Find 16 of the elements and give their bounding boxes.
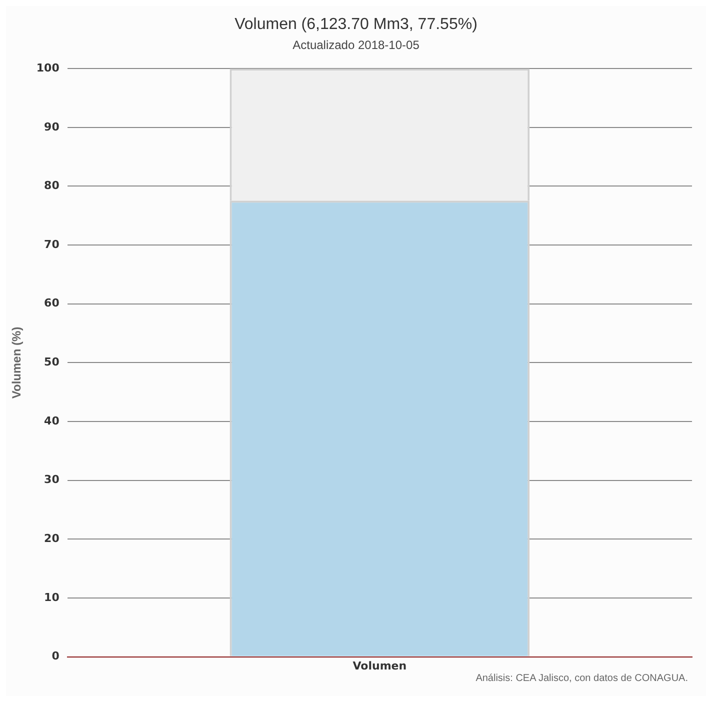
- x-tick-label: Volumen: [352, 659, 407, 672]
- y-tick-label: 70: [44, 238, 60, 251]
- y-axis-title: Volumen (%): [10, 326, 24, 399]
- y-tick-label: 10: [44, 590, 60, 604]
- chart-subtitle: Actualizado 2018-10-05: [292, 38, 420, 52]
- y-tick-label: 20: [44, 532, 60, 546]
- chart-title: Volumen (6,123.70 Mm3, 77.55%): [234, 16, 478, 34]
- y-tick-label: 80: [44, 179, 60, 192]
- text: Análisis: CEA Jalisco, con datos de CONAGUA.: [476, 673, 688, 684]
- y-tick-label: 30: [44, 473, 60, 486]
- y-tick-label: 50: [44, 356, 60, 369]
- y-tick-label: 40: [44, 414, 60, 428]
- y-tick-label: 90: [44, 120, 60, 134]
- y-tick-label: 0: [52, 650, 60, 663]
- y-tick-label: 60: [44, 296, 60, 310]
- y-tick-label: 100: [36, 61, 60, 74]
